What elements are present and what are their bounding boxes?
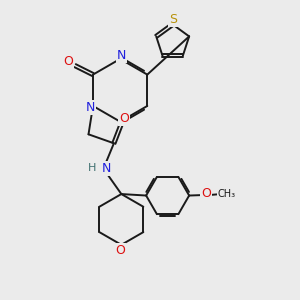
Text: H: H	[88, 163, 96, 173]
Text: O: O	[64, 55, 74, 68]
Text: O: O	[115, 244, 125, 257]
Text: CH₃: CH₃	[218, 189, 236, 199]
Text: N: N	[85, 101, 95, 114]
Text: N: N	[117, 49, 126, 62]
Text: O: O	[119, 112, 129, 125]
Text: S: S	[169, 13, 177, 26]
Text: N: N	[102, 162, 111, 175]
Text: O: O	[201, 187, 211, 200]
